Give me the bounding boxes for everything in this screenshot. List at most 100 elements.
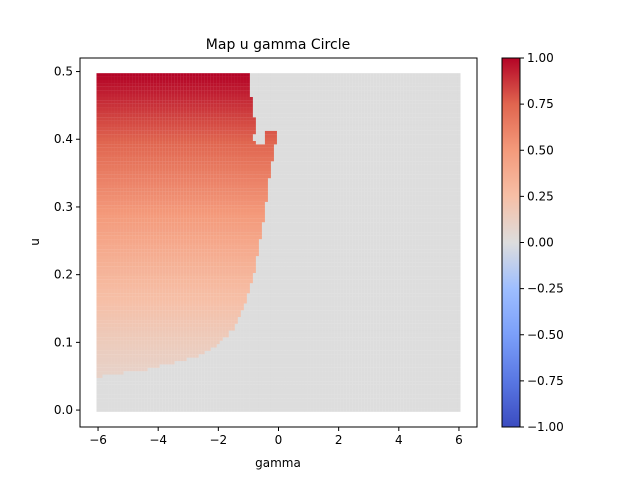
heatmap-cell [267,377,272,382]
heatmap-cell [132,303,136,307]
heatmap-cell [207,360,211,365]
heatmap-cell [370,364,374,368]
heatmap-cell [319,320,323,324]
heatmap-cell [376,354,380,358]
heatmap-cell [442,303,446,307]
heatmap-cell [337,316,341,321]
heatmap-cell [319,354,323,358]
heatmap-cell [117,384,121,389]
heatmap-cell [379,340,383,345]
heatmap-cell [415,330,419,334]
heatmap-cell [304,289,308,294]
heatmap-cell [189,333,193,338]
heatmap-cell [376,316,380,321]
heatmap-cell [231,408,235,412]
heatmap-cell [442,381,446,385]
heatmap-cell [361,272,365,277]
heatmap-cell [228,394,232,399]
heatmap-cell [138,364,142,368]
heatmap-cell [382,303,386,307]
heatmap-cell [361,377,365,382]
heatmap-cell [243,357,247,362]
heatmap-cell [258,283,263,287]
heatmap-cell [129,286,133,290]
heatmap-cell [162,300,166,304]
heatmap-cell [391,360,395,365]
heatmap-cell [442,398,446,402]
heatmap-cell [156,293,160,297]
heatmap-cell [352,401,356,406]
heatmap-cell [436,323,440,328]
heatmap-cell [273,283,278,287]
heatmap-cell [355,344,359,348]
heatmap-cell [270,320,275,324]
heatmap-cell [195,283,199,287]
heatmap-cell [301,300,305,304]
heatmap-cell [358,323,362,328]
heatmap-cell [361,310,365,314]
heatmap-cell [433,300,437,304]
heatmap-cell [264,367,269,372]
heatmap-cell [376,283,380,287]
heatmap-cell [252,272,256,277]
heatmap-cell [436,296,440,301]
heatmap-cell [267,391,272,395]
heatmap-cell [298,344,302,348]
heatmap-cell [409,323,413,328]
heatmap-cell [370,276,374,280]
heatmap-cell [319,401,323,406]
heatmap-cell [367,381,371,385]
heatmap-cell [319,316,323,321]
heatmap-cell [364,279,368,284]
heatmap-cell [391,289,395,294]
heatmap-cell [192,330,196,334]
heatmap-cell [252,374,256,378]
heatmap-cell [201,364,205,368]
heatmap-cell [436,388,440,392]
heatmap-cell [264,289,269,294]
heatmap-cell [367,300,371,304]
heatmap-cell [159,340,163,345]
heatmap-cell [334,360,338,365]
heatmap-cell [430,404,434,409]
heatmap-cell [198,269,202,274]
heatmap-cell [409,354,413,358]
heatmap-cell [273,306,278,311]
heatmap-cell [204,404,208,409]
heatmap-cell [177,293,181,297]
heatmap-cell [294,357,299,362]
heatmap-cell [415,347,419,351]
heatmap-cell [376,279,380,284]
heatmap-cell [349,344,353,348]
heatmap-cell [291,296,296,301]
heatmap-cell [358,283,362,287]
heatmap-cell [99,283,103,287]
heatmap-cell [370,272,374,277]
heatmap-cell [240,377,244,382]
heatmap-cell [427,296,431,301]
heatmap-cell [291,337,296,341]
heatmap-cell [183,296,187,301]
heatmap-cell [445,344,449,348]
heatmap-cell [352,408,356,412]
heatmap-cell [352,364,356,368]
heatmap-cell [246,391,250,395]
heatmap-cell [186,357,190,362]
heatmap-cell [322,303,326,307]
heatmap-cell [276,337,281,341]
heatmap-cell [201,398,205,402]
heatmap-cell [358,286,362,290]
heatmap-cell [358,310,362,314]
heatmap-cell [319,300,323,304]
heatmap-cell [415,337,419,341]
heatmap-cell [225,357,229,362]
heatmap-cell [304,327,308,331]
heatmap-cell [129,384,133,389]
heatmap-cell [373,344,377,348]
heatmap-cell [159,408,163,412]
heatmap-cell [291,354,296,358]
heatmap-cell [264,327,269,331]
heatmap-cell [108,306,112,311]
heatmap-cell [385,323,389,328]
heatmap-cell [457,354,461,358]
